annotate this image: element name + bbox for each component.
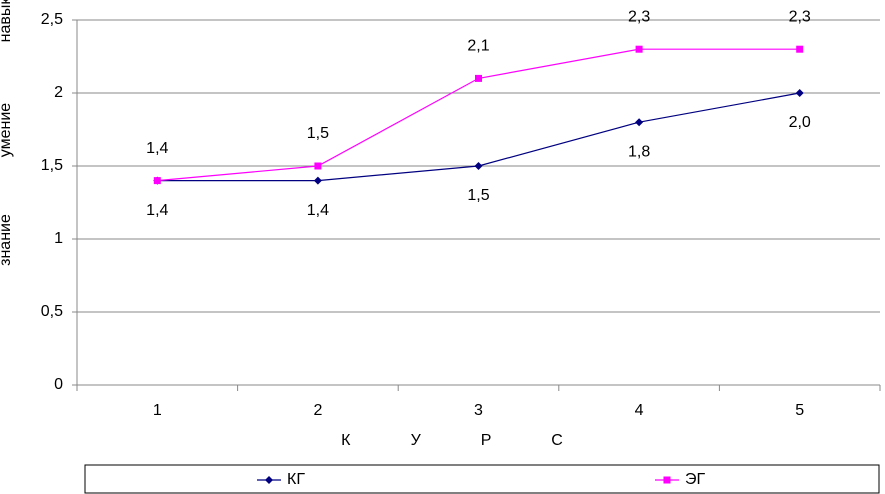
x-axis-label: КУРС: [341, 432, 623, 449]
data-label: 1,5: [467, 187, 489, 204]
marker: [795, 89, 804, 97]
legend-label: КГ: [287, 471, 305, 488]
y-tick-label: 0,5: [41, 303, 63, 320]
y-tick-label: 2: [54, 84, 63, 101]
data-label: 1,8: [628, 143, 650, 160]
marker: [153, 177, 161, 185]
y-annotation: знание: [0, 214, 14, 266]
marker: [635, 118, 644, 127]
x-tick-label: 4: [635, 402, 644, 419]
data-label: 2,3: [789, 8, 811, 25]
data-label: 1,4: [146, 140, 168, 157]
data-label: 2,0: [789, 114, 811, 131]
legend-box: [84, 464, 880, 494]
x-tick-label: 5: [795, 402, 804, 419]
y-tick-label: 1: [54, 230, 63, 247]
marker: [635, 45, 643, 53]
data-label: 1,5: [307, 125, 329, 142]
data-label: 2,1: [467, 38, 489, 55]
marker: [663, 476, 671, 484]
y-tick-label: 1,5: [41, 157, 63, 174]
marker: [265, 476, 273, 484]
marker: [475, 74, 482, 82]
data-label: 1,4: [307, 202, 329, 219]
x-tick-label: 3: [474, 402, 483, 419]
data-label: 1,4: [146, 202, 168, 219]
marker: [313, 176, 322, 185]
y-tick-label: 0: [54, 376, 63, 393]
marker: [796, 45, 804, 53]
data-label: 2,3: [628, 8, 650, 25]
marker: [314, 162, 322, 170]
y-annotation: умение: [0, 103, 14, 157]
y-tick-label: 2,5: [41, 11, 63, 28]
x-tick-label: 2: [313, 402, 322, 419]
y-annotation: навык: [0, 0, 14, 42]
x-tick-label: 1: [153, 402, 162, 419]
marker: [474, 162, 483, 170]
series-line: [157, 48, 800, 182]
legend-label: ЭГ: [685, 471, 706, 488]
